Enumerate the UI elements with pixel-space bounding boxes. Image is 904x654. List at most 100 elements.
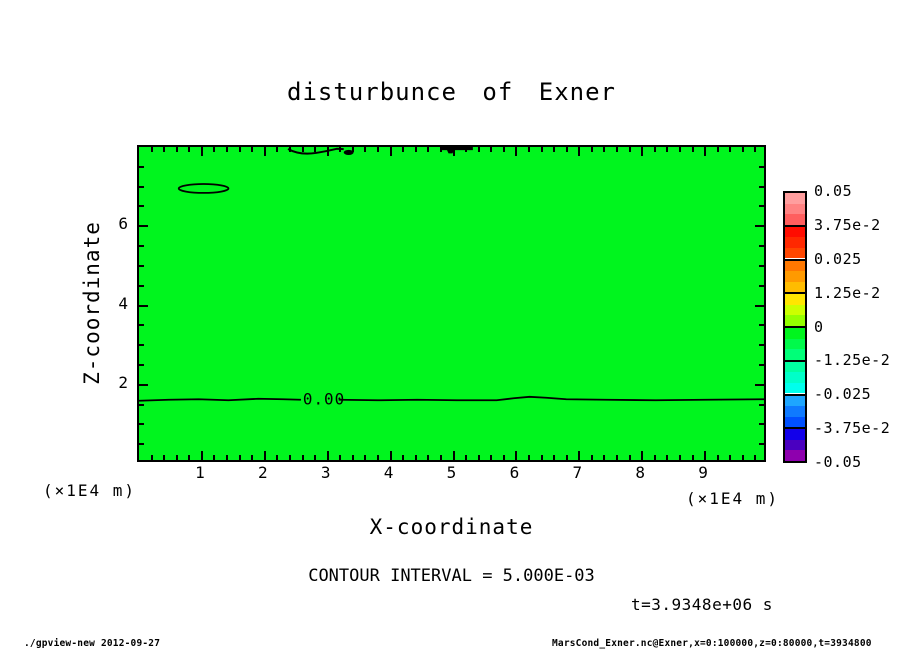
plot-area: 0.00 [137, 145, 766, 462]
x-tick [666, 455, 669, 460]
colorbar-block [785, 393, 805, 428]
x-tick [402, 147, 405, 152]
x-tick-label: 8 [635, 463, 645, 482]
x-tick [641, 451, 644, 460]
y-tick [759, 185, 764, 188]
x-tick [226, 455, 229, 460]
x-tick [351, 147, 354, 152]
x-tick [540, 455, 543, 460]
x-tick-label: 7 [572, 463, 583, 482]
x-tick-label: 5 [446, 463, 457, 482]
y-tick-label: 2 [118, 372, 128, 392]
x-tick [704, 147, 707, 156]
x-tick [741, 455, 744, 460]
colorbar-shade [785, 271, 805, 282]
x-tick [502, 147, 505, 152]
x-tick [628, 147, 631, 152]
x-tick [163, 147, 166, 152]
x-tick [263, 451, 266, 460]
x-tick [276, 455, 279, 460]
x-tick [515, 451, 518, 460]
colorbar-tick-label: 3.75e-2 [814, 215, 881, 234]
colorbar-shade [785, 439, 805, 451]
x-tick-label: 4 [383, 463, 394, 482]
colorbar-tick-label: -0.05 [814, 453, 862, 471]
x-tick [200, 451, 203, 460]
x-tick [540, 147, 543, 152]
y-tick [139, 344, 144, 347]
x-tick [314, 455, 317, 460]
x-tick [439, 455, 442, 460]
top-edge-contour [287, 147, 344, 155]
colorbar-block [785, 258, 805, 293]
x-tick [553, 455, 556, 460]
y-tick [139, 205, 144, 208]
y-tick [139, 363, 144, 366]
colorbar-shade [785, 338, 805, 350]
zero-contour-line [139, 397, 301, 402]
x-tick [213, 455, 216, 460]
colorbar-tick-label: 0 [814, 317, 824, 336]
x-tick [276, 147, 279, 152]
x-tick [641, 147, 644, 156]
y-tick [139, 403, 144, 406]
x-tick [351, 455, 354, 460]
x-tick [553, 147, 556, 152]
x-tick-label: 1 [195, 463, 205, 482]
x-tick [251, 147, 254, 152]
x-tick [301, 147, 304, 152]
y-tick [759, 423, 764, 426]
contour-layer: 0.00 [139, 147, 764, 409]
x-tick [427, 455, 430, 460]
x-tick [251, 455, 254, 460]
x-tick [565, 147, 568, 152]
y-tick [139, 423, 144, 426]
x-tick [377, 147, 380, 152]
x-tick [389, 147, 392, 156]
x-tick-label: 3 [320, 463, 331, 482]
y-tick [759, 245, 764, 248]
y-tick [759, 165, 764, 168]
x-tick [653, 147, 656, 152]
x-tick [565, 455, 568, 460]
footer-program-date: ./gpview-new 2012-09-27 [24, 638, 161, 649]
y-tick [139, 324, 144, 327]
x-tick [402, 455, 405, 460]
x-tick [364, 455, 367, 460]
x-tick [301, 455, 304, 460]
colorbar-tick-label: -0.025 [814, 385, 872, 404]
closed-contour-ellipse [177, 183, 230, 194]
colorbar-block [785, 427, 805, 461]
colorbar-shade [785, 304, 805, 316]
colorbar [783, 191, 807, 463]
x-tick [691, 455, 694, 460]
x-tick [578, 451, 581, 460]
x-tick [477, 455, 480, 460]
x-tick [226, 147, 229, 152]
colorbar-shade [785, 315, 805, 326]
colorbar-tick-label: 0.025 [814, 249, 862, 268]
x-tick [603, 455, 606, 460]
x-tick [527, 147, 530, 152]
colorbar-shade [785, 372, 805, 383]
colorbar-shade [785, 406, 805, 417]
x-tick [389, 451, 392, 460]
x-tick [716, 147, 719, 152]
y-tick [755, 383, 764, 386]
colorbar-tick-label: -3.75e-2 [814, 419, 891, 438]
x-tick [452, 451, 455, 460]
y-tick [759, 264, 764, 267]
x-tick [515, 147, 518, 156]
colorbar-block [785, 326, 805, 360]
x-tick [213, 147, 216, 152]
x-tick [238, 147, 241, 152]
y-tick [139, 304, 148, 307]
x-tick [691, 147, 694, 152]
colorbar-block [785, 359, 805, 394]
x-tick [427, 147, 430, 152]
x-tick [754, 147, 757, 152]
y-tick [139, 185, 144, 188]
x-tick [452, 147, 455, 156]
x-tick [175, 147, 178, 152]
y-tick [755, 304, 764, 307]
